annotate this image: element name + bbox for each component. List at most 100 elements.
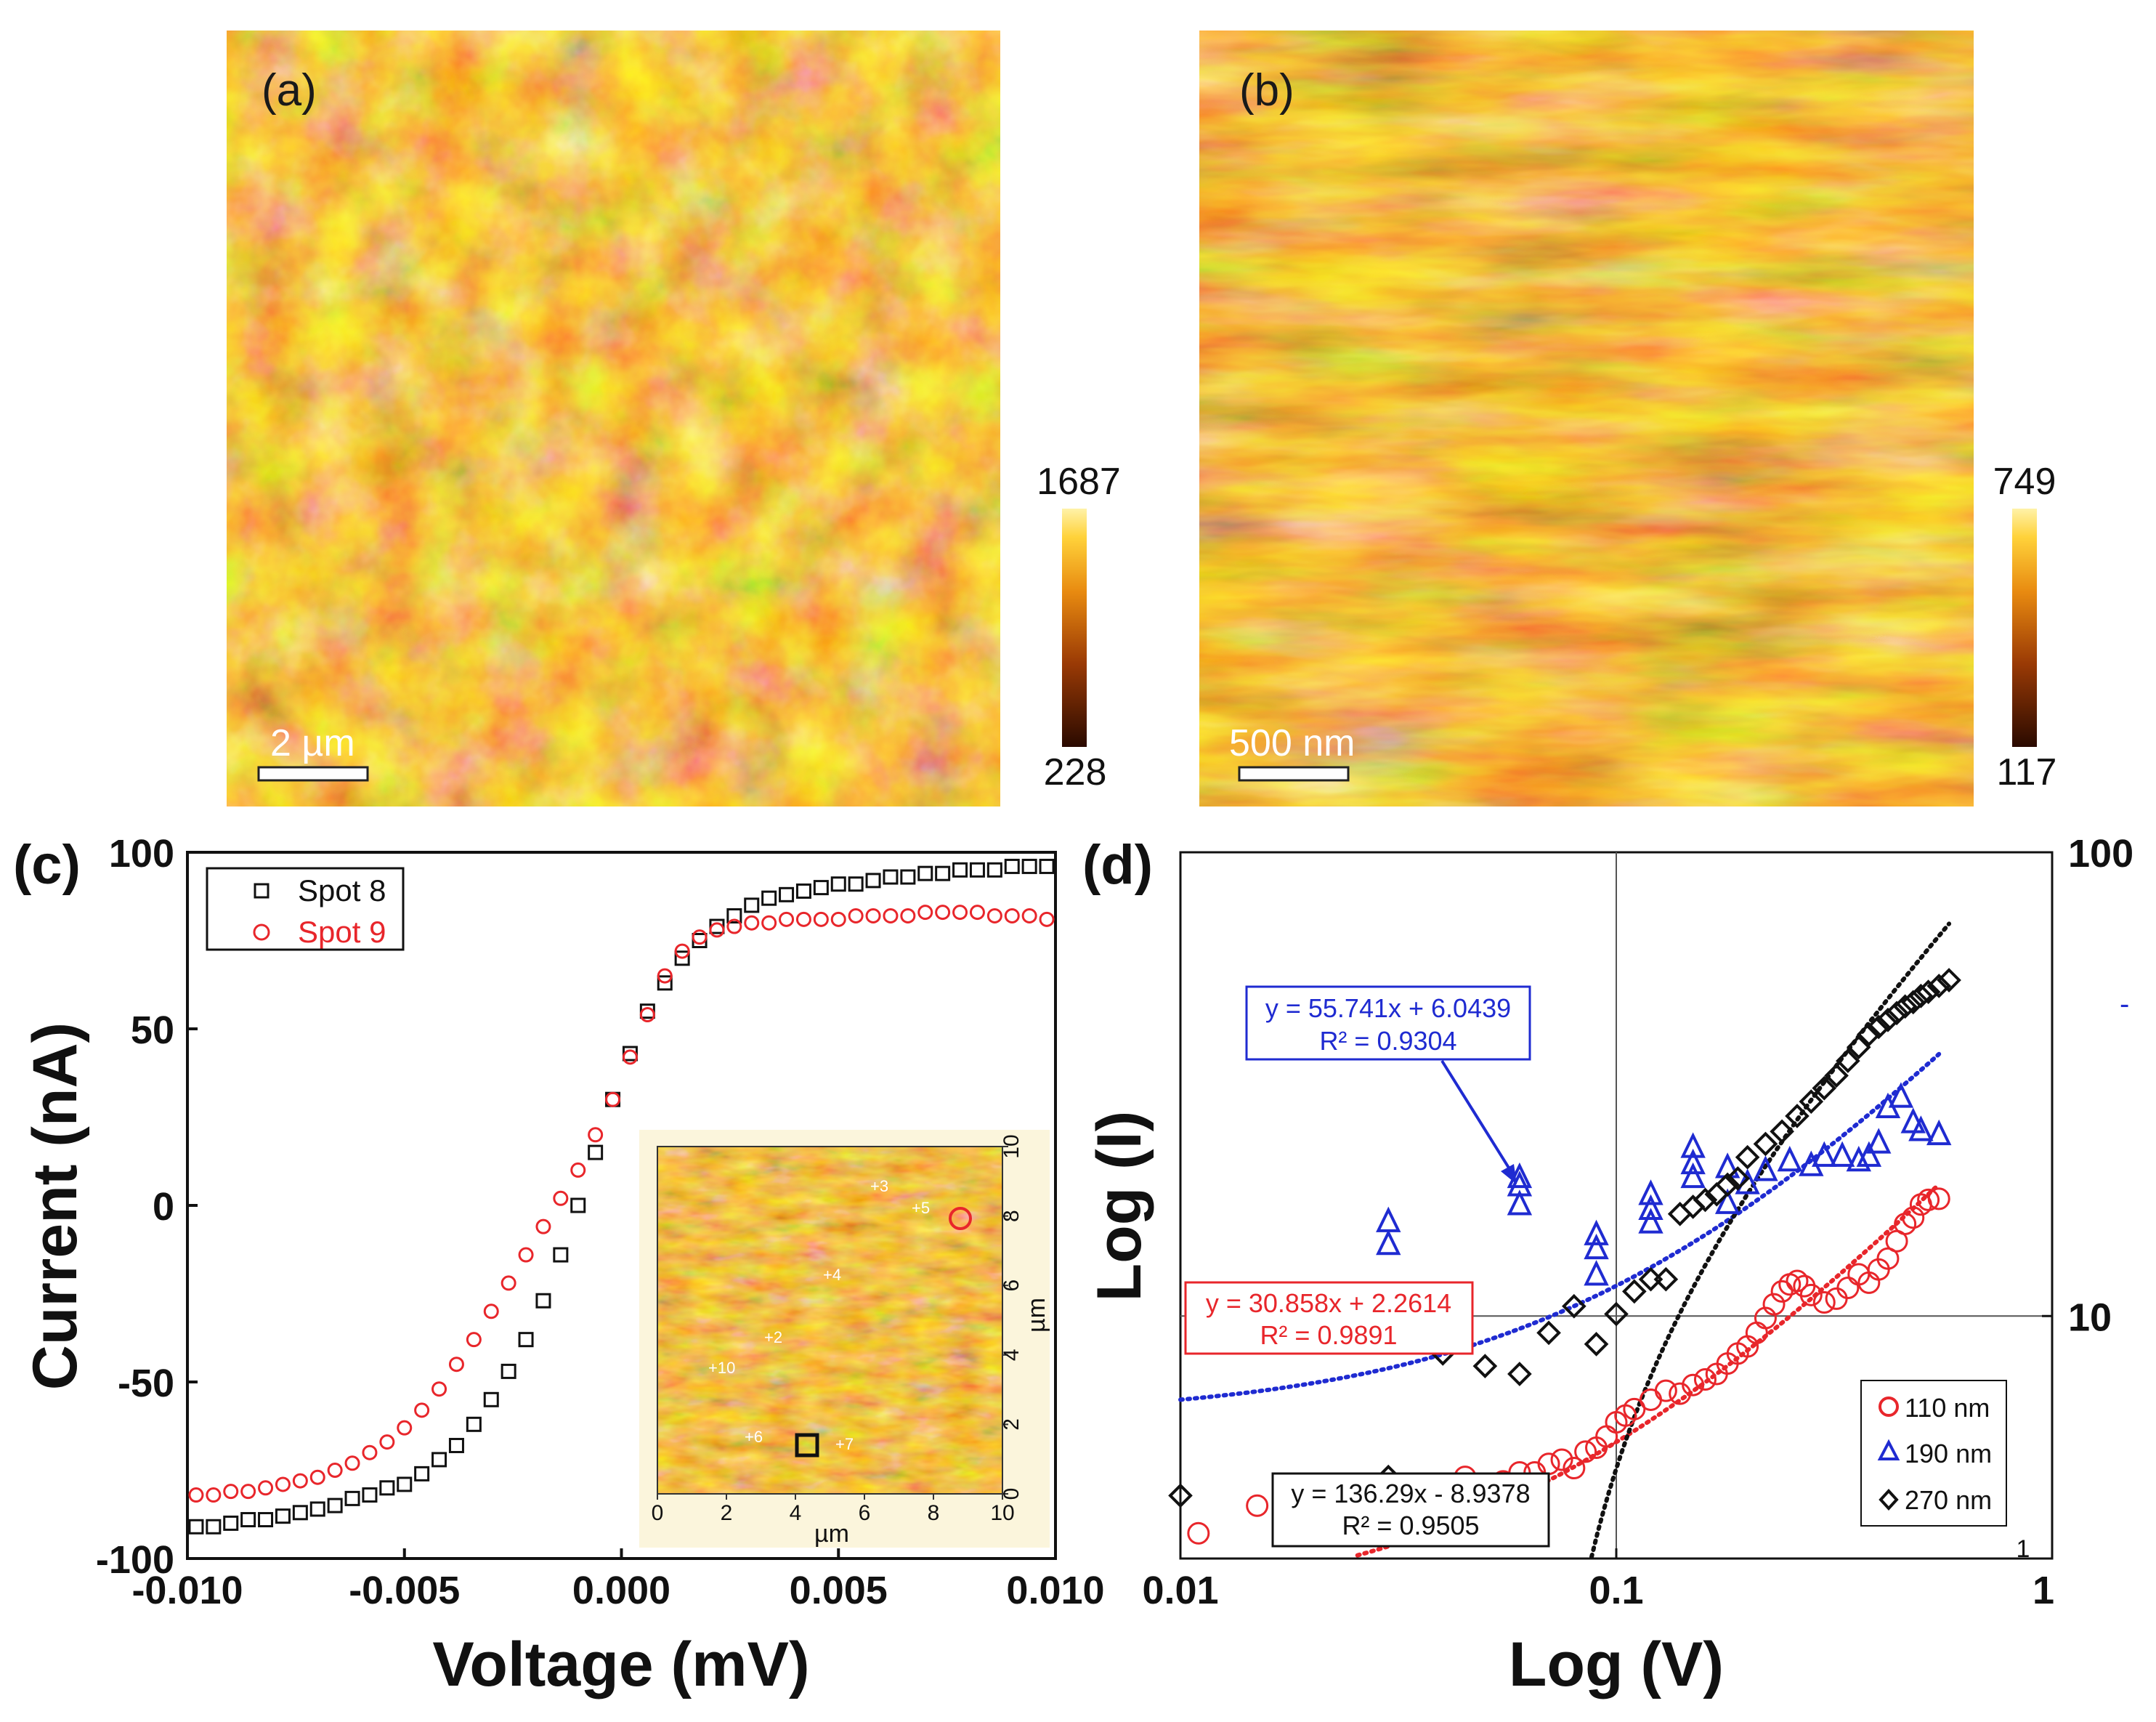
spot8-point	[344, 1490, 360, 1506]
panel-d: (d) 0.01 0.1 1 100 10 1 y = 55.741x + 6.0439 …	[1082, 832, 2133, 1699]
point-110nm	[1894, 1212, 1917, 1235]
spot9-point	[518, 1247, 534, 1263]
point-270nm	[1653, 1266, 1679, 1292]
spot9-point	[622, 1049, 638, 1065]
spot8-point	[258, 1512, 274, 1528]
inset-spot9-marker	[949, 1207, 972, 1230]
trend-190-r2: R² = 0.9304	[1319, 1026, 1456, 1056]
spot8-point	[657, 975, 673, 991]
point-190nm	[1680, 1162, 1706, 1189]
spot8-point	[900, 869, 916, 885]
spot8-point	[483, 1391, 499, 1407]
legend-spot8-label: Spot 8	[298, 873, 386, 908]
trendline-190	[1178, 1051, 1942, 1402]
spot8-point	[414, 1466, 430, 1482]
point-110nm	[1770, 1280, 1794, 1303]
spot9-point	[275, 1476, 291, 1492]
point-270nm	[1622, 1279, 1647, 1304]
spot9-point	[344, 1455, 360, 1471]
point-190nm	[1812, 1141, 1837, 1167]
spot9-point	[309, 1469, 325, 1485]
spot8-point	[674, 950, 690, 966]
point-190nm	[1584, 1219, 1609, 1245]
point-110nm	[1762, 1293, 1786, 1316]
spot8-point	[865, 873, 881, 889]
plot-c-xtick-label: 0.005	[790, 1569, 888, 1612]
point-190nm	[1376, 1229, 1401, 1256]
point-270nm	[1900, 990, 1926, 1015]
trend-110-equation: y = 30.858x + 2.2614	[1206, 1288, 1451, 1318]
plot-c-points	[188, 858, 1055, 1535]
point-190nm	[1856, 1141, 1882, 1167]
spot9-point	[223, 1484, 239, 1500]
afm-image-b	[1199, 31, 1974, 807]
spot8-point	[1021, 858, 1037, 874]
point-110nm	[1786, 1269, 1809, 1293]
scale-bar-a	[257, 766, 369, 782]
plot-d-ytick-label: 100	[2068, 832, 2133, 876]
inset-ytick-label: 6	[1000, 1280, 1024, 1292]
plot-c-ytick-label: 0	[153, 1185, 174, 1229]
plot-c-xtick-label: -0.005	[349, 1569, 460, 1612]
point-270nm	[1725, 1166, 1751, 1191]
spot9-point	[744, 915, 760, 931]
point-110nm	[1654, 1379, 1677, 1402]
spot8-point	[188, 1519, 204, 1535]
point-110nm	[1917, 1188, 1940, 1211]
spot9-point	[327, 1463, 343, 1478]
spot9-point	[448, 1357, 464, 1373]
legend-190-marker	[1877, 1439, 1900, 1460]
plot-d-xtick-label: 0.01	[1142, 1569, 1218, 1612]
spot8-point	[969, 862, 985, 878]
legend-spot9-marker	[253, 923, 270, 941]
legend-270-label: 270 nm	[1905, 1485, 1992, 1515]
point-270nm	[1866, 1014, 1892, 1040]
plot-c-xtick-label: -0.010	[131, 1569, 243, 1612]
spot9-point	[726, 918, 742, 934]
inset-map	[657, 1147, 1002, 1494]
point-190nm	[1680, 1132, 1706, 1158]
spot8-point	[500, 1363, 516, 1379]
spot8-point	[362, 1487, 378, 1503]
inset-spot-label-2: +2	[764, 1328, 782, 1346]
spot8-point	[986, 862, 1002, 878]
point-110nm	[1574, 1440, 1597, 1463]
spot8-point	[761, 890, 777, 906]
trend-110-r2: R² = 0.9891	[1260, 1320, 1397, 1350]
spot8-point	[397, 1476, 413, 1492]
panel-c-label: (c)	[13, 834, 81, 896]
spot9-point	[206, 1487, 222, 1503]
spot9-point	[674, 943, 690, 959]
legend-d-box	[1860, 1380, 2007, 1527]
panel-b-label: (b)	[1239, 65, 1294, 116]
spot8-point	[518, 1332, 534, 1348]
spot9-point	[379, 1434, 395, 1450]
point-270nm	[1812, 1075, 1837, 1101]
panel-d-label: (d)	[1082, 834, 1153, 896]
spot8-point	[848, 876, 864, 892]
spot9-point	[692, 929, 708, 945]
spot9-point	[466, 1332, 482, 1348]
point-110nm	[1563, 1457, 1586, 1480]
point-270nm	[1693, 1187, 1718, 1213]
point-270nm	[1770, 1119, 1794, 1144]
spot9-point	[761, 915, 777, 931]
point-270nm	[1937, 968, 1961, 993]
inset-ytick-label: 2	[1000, 1418, 1024, 1431]
point-190nm	[1507, 1171, 1533, 1197]
point-110nm	[1550, 1448, 1573, 1471]
point-110nm	[1246, 1494, 1269, 1517]
point-110nm	[1693, 1368, 1717, 1391]
point-190nm	[1753, 1155, 1778, 1181]
spot9-point	[188, 1487, 204, 1503]
spot9-point	[986, 908, 1002, 923]
legend-190-label: 190 nm	[1905, 1439, 1992, 1468]
point-270nm	[1846, 1035, 1871, 1060]
point-270nm	[1753, 1131, 1778, 1157]
spot8-point	[952, 862, 968, 878]
point-190nm	[1680, 1148, 1706, 1175]
spot8-point	[240, 1512, 256, 1528]
